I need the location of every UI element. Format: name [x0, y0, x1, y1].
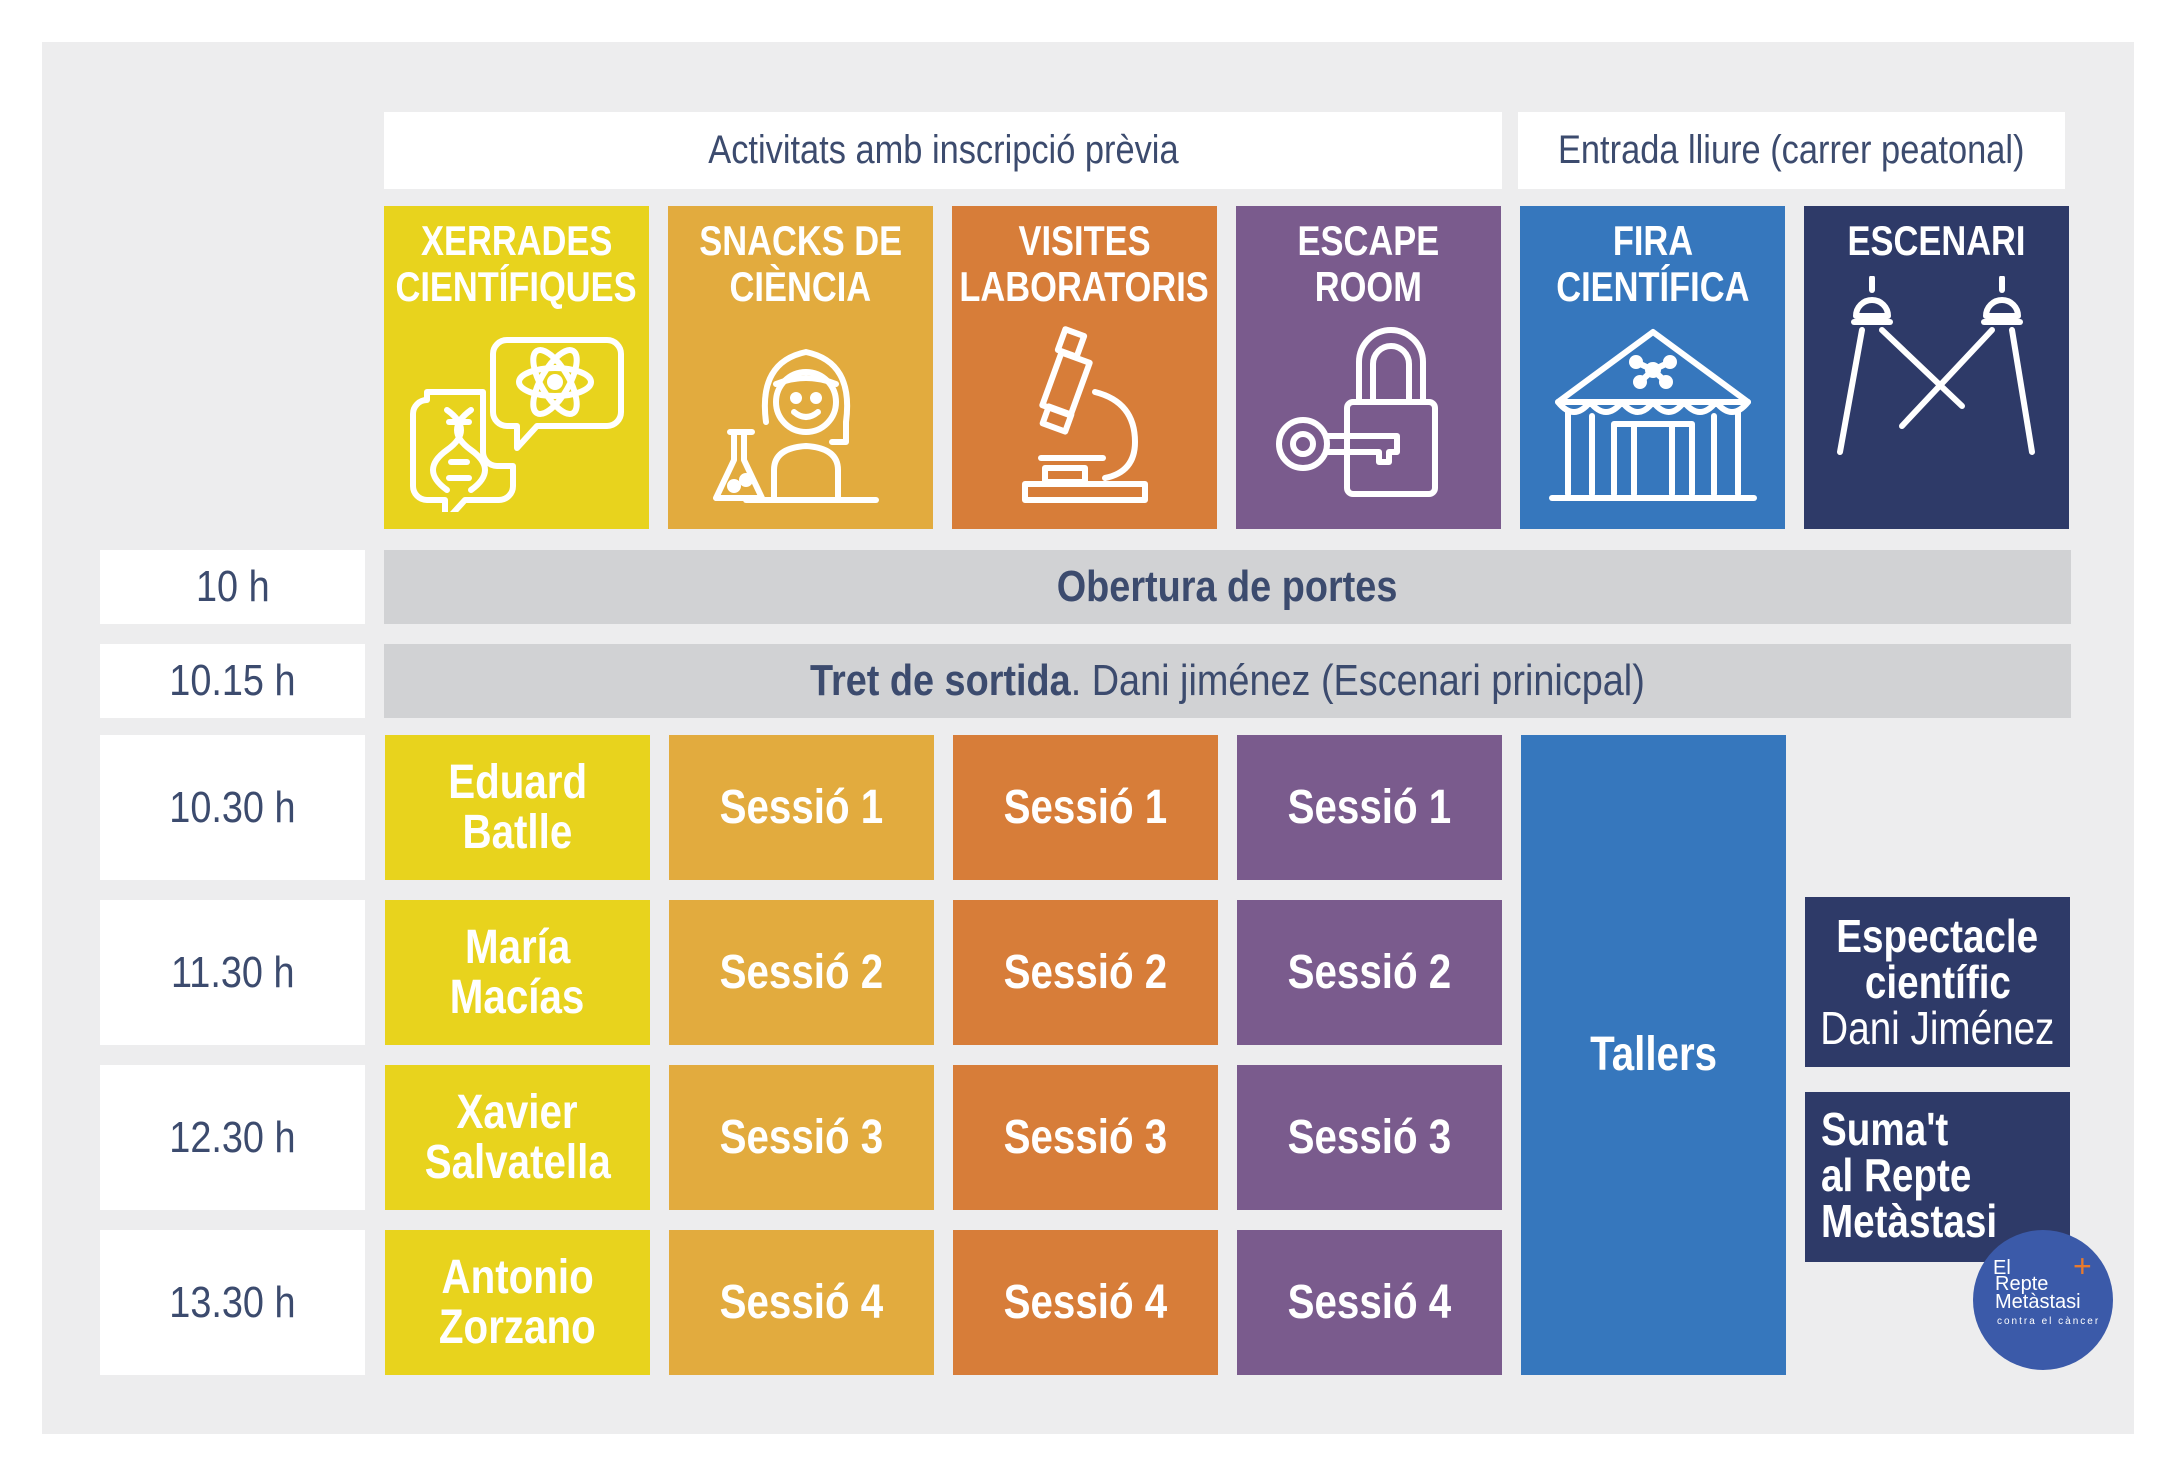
speaker-cell[interactable]: Xavier Salvatella — [385, 1065, 650, 1210]
column-header-fira: FIRA CIENTÍFICA — [1520, 206, 1785, 529]
time-label: 12.30 h — [100, 1065, 365, 1210]
kickoff-band: Tret de sortida. Dani jiménez (Escenari … — [384, 644, 2071, 718]
column-header-visites: VISITES LABORATORIS — [952, 206, 1217, 529]
snacks-session-cell[interactable]: Sessió 3 — [669, 1065, 934, 1210]
repte-metastasi-logo[interactable]: El Repte Metàstasi contra el càncer + — [1973, 1230, 2113, 1370]
snacks-session-cell[interactable]: Sessió 1 — [669, 735, 934, 880]
visites-session-cell[interactable]: Sessió 4 — [953, 1230, 1218, 1375]
snacks-session-cell[interactable]: Sessió 4 — [669, 1230, 934, 1375]
time-label: 10 h — [100, 550, 365, 624]
padlock-key-icon — [1275, 327, 1438, 497]
speaker-cell[interactable]: María Macías — [385, 900, 650, 1045]
escape-session-cell[interactable]: Sessió 4 — [1237, 1230, 1502, 1375]
microscope-icon — [1021, 326, 1148, 503]
column-header-escape: ESCAPE ROOM — [1236, 206, 1501, 529]
snacks-session-cell[interactable]: Sessió 2 — [669, 900, 934, 1045]
time-label: 13.30 h — [100, 1230, 365, 1375]
column-header-escenari: ESCENARI — [1804, 206, 2069, 529]
escape-session-cell[interactable]: Sessió 1 — [1237, 735, 1502, 880]
visites-session-cell[interactable]: Sessió 2 — [953, 900, 1218, 1045]
escape-session-cell[interactable]: Sessió 3 — [1237, 1065, 1502, 1210]
tallers-cell[interactable]: Tallers — [1521, 735, 1786, 1375]
speech-bubbles-dna-atom-icon — [409, 337, 624, 512]
speaker-cell[interactable]: Eduard Batlle — [385, 735, 650, 880]
column-header-snacks: SNACKS DE CIÈNCIA — [668, 206, 933, 529]
time-label: 10.30 h — [100, 735, 365, 880]
speaker-cell[interactable]: Antonio Zorzano — [385, 1230, 650, 1375]
group-header-inscripcio: Activitats amb inscripció prèvia — [384, 112, 1502, 189]
plus-icon: + — [2073, 1248, 2092, 1284]
kickoff-text: Tret de sortida. Dani jiménez (Escenari … — [810, 656, 1645, 705]
time-label: 11.30 h — [100, 900, 365, 1045]
scientist-woman-flask-icon — [712, 349, 879, 503]
visites-session-cell[interactable]: Sessió 1 — [953, 735, 1218, 880]
fair-tent-icon — [1548, 329, 1757, 501]
opening-band: Obertura de portes — [384, 550, 2071, 624]
suma-cell[interactable]: Suma't al Repte Metàstasi — [1805, 1092, 2070, 1262]
column-header-xerrades: XERRADES CIENTÍFIQUES — [384, 206, 649, 529]
time-label: 10.15 h — [100, 644, 365, 718]
escape-session-cell[interactable]: Sessió 2 — [1237, 900, 1502, 1045]
visites-session-cell[interactable]: Sessió 3 — [953, 1065, 1218, 1210]
group-header-lliure: Entrada lliure (carrer peatonal) — [1518, 112, 2065, 189]
espectacle-cell[interactable]: Espectacle científic Dani Jiménez — [1805, 897, 2070, 1067]
stage-spotlights-icon — [1836, 276, 2035, 455]
